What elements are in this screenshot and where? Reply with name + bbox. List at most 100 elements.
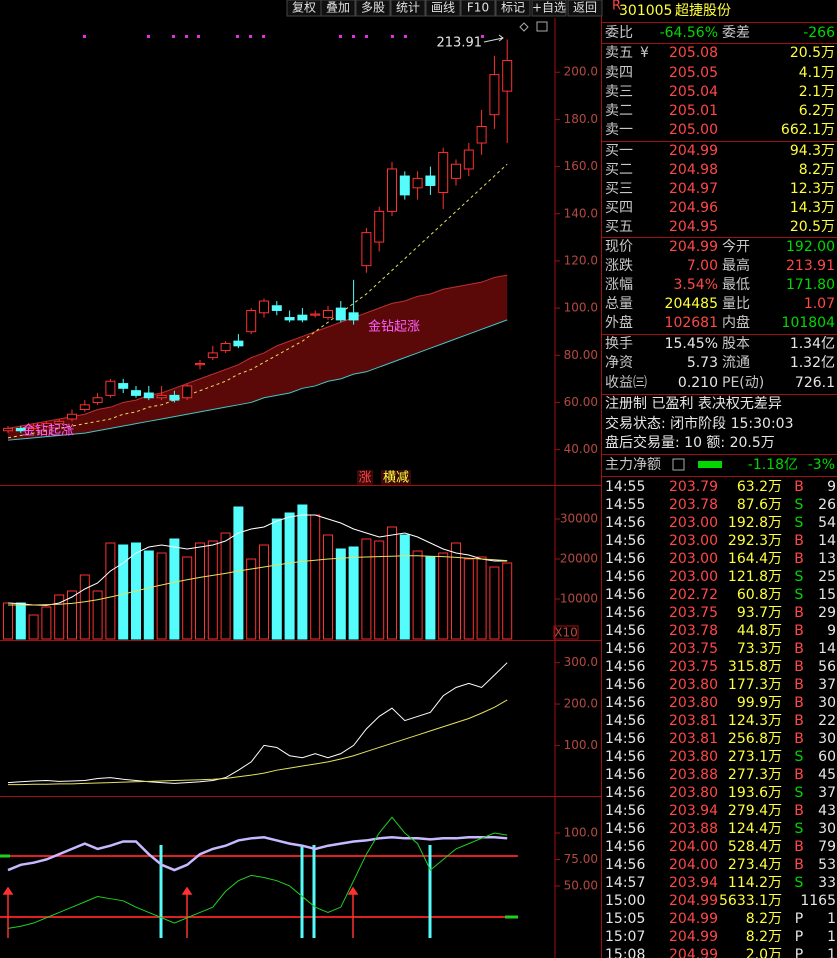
- volume-bar: [399, 534, 410, 640]
- volume-bar: [15, 602, 26, 640]
- book-price: 204.96: [669, 200, 718, 216]
- candle-body: [207, 352, 218, 359]
- trade-price: 203.94: [669, 875, 718, 891]
- book-volume: 4.1万: [799, 65, 835, 81]
- trade-price: 203.80: [669, 749, 718, 765]
- volume-bar: [28, 614, 39, 640]
- toolbar-button[interactable]: +自选: [532, 1, 566, 15]
- trade-count: 26: [818, 497, 836, 513]
- volume-bar: [271, 518, 282, 640]
- trade-volume: 273.1万: [728, 749, 782, 765]
- band-lower: [7, 319, 508, 441]
- candle-body: [284, 317, 295, 321]
- stat-value: 213.91: [786, 258, 835, 274]
- trade-count: 56: [818, 659, 836, 675]
- band-upper: [7, 274, 508, 429]
- toolbar-button[interactable]: 多股: [361, 1, 385, 15]
- candle-body: [425, 175, 436, 186]
- trade-count: 43: [818, 803, 836, 819]
- stat-value: 101804: [782, 315, 836, 331]
- stat-label: 今开: [722, 239, 750, 255]
- trade-time: 14:56: [605, 677, 645, 693]
- row-value: -266: [803, 25, 835, 41]
- toolbar-button-bg[interactable]: [567, 0, 603, 17]
- trade-side: B: [794, 803, 804, 819]
- candle-body: [105, 380, 116, 396]
- toolbar-button-bg[interactable]: [320, 0, 356, 17]
- trade-side: B: [794, 551, 804, 567]
- trade-volume: 44.8万: [737, 623, 782, 639]
- trade-side: S: [795, 875, 804, 891]
- trade-time: 14:56: [605, 713, 645, 729]
- toolbar-button-bg[interactable]: [495, 0, 531, 17]
- indicator-line: [7, 835, 508, 872]
- candle-body: [15, 427, 26, 432]
- stat-label: 换手: [605, 335, 633, 352]
- stat-label: 内盘: [722, 314, 750, 331]
- trade-count: 60: [818, 749, 836, 765]
- candle-body: [438, 151, 449, 194]
- toolbar-button[interactable]: 复权: [292, 1, 316, 15]
- trade-count: 33: [818, 875, 836, 891]
- y-tick-label: 100.0: [564, 301, 598, 315]
- toolbar-button[interactable]: 统计: [396, 1, 420, 15]
- toolbar-button[interactable]: 画线: [431, 1, 455, 15]
- volume-bar: [361, 538, 372, 640]
- y-tick-label: 140.0: [564, 206, 598, 220]
- trade-price: 203.88: [669, 821, 718, 837]
- toolbar-button-bg[interactable]: [460, 0, 496, 17]
- candle-body: [220, 342, 231, 352]
- candle-body: [143, 392, 154, 399]
- toolbar-button[interactable]: 返回: [573, 1, 597, 15]
- trade-price: 203.81: [669, 713, 718, 729]
- trade-volume: 164.4万: [728, 551, 782, 567]
- volume-bar: [476, 556, 487, 640]
- toolbar-button-bg[interactable]: [390, 0, 426, 17]
- trade-time: 14:56: [605, 515, 645, 531]
- note: 交易状态: 闭市阶段 15:30:03: [605, 415, 794, 432]
- trade-count: 25: [818, 569, 836, 585]
- volume-bar: [489, 566, 500, 640]
- indicator-line: [7, 514, 508, 606]
- y-tick-label: 75.00: [564, 852, 598, 866]
- volume-bar: [284, 512, 295, 640]
- main-net-icon: [672, 458, 685, 471]
- trade-time: 14:56: [605, 839, 645, 855]
- row-value: -64.56%: [660, 25, 718, 41]
- toolbar-button[interactable]: 叠加: [326, 1, 350, 15]
- book-price: 205.05: [669, 65, 718, 81]
- volume-bar: [463, 558, 474, 640]
- trade-count: 1: [827, 947, 836, 958]
- toolbar-button[interactable]: 标记: [501, 1, 525, 15]
- trade-time: 15:05: [605, 911, 645, 927]
- book-price: 204.97: [669, 181, 718, 197]
- volume-bar: [118, 544, 129, 640]
- y-tick-label: 80.00: [564, 348, 598, 362]
- candle-body: [92, 397, 103, 403]
- book-label: 买三: [605, 181, 633, 197]
- stat-label: 涨幅: [605, 277, 633, 293]
- stat-label: 净资: [605, 355, 633, 371]
- toolbar-button-bg[interactable]: [531, 0, 567, 17]
- trade-side: B: [794, 533, 804, 549]
- volume-bar: [259, 544, 269, 640]
- trade-time: 14:56: [605, 587, 645, 603]
- candle-body: [118, 383, 129, 389]
- volume-bar: [54, 594, 65, 640]
- toolbar-button-bg[interactable]: [425, 0, 461, 17]
- trade-price: 203.75: [669, 605, 718, 621]
- trade-price: 203.00: [669, 569, 718, 585]
- volume-bar: [220, 532, 231, 640]
- candle-body: [348, 312, 359, 321]
- trade-side: S: [795, 569, 804, 585]
- trade-count: 37: [818, 677, 836, 693]
- y-tick-label: 300.0: [564, 655, 598, 669]
- trade-volume: 124.3万: [728, 713, 782, 729]
- y-tick-label: 30000: [560, 512, 598, 526]
- toolbar-button-bg[interactable]: [355, 0, 391, 17]
- toolbar-button[interactable]: F10: [467, 1, 489, 15]
- trade-time: 14:55: [605, 479, 645, 495]
- volume-bar: [246, 558, 257, 640]
- trade-time: 14:56: [605, 533, 645, 549]
